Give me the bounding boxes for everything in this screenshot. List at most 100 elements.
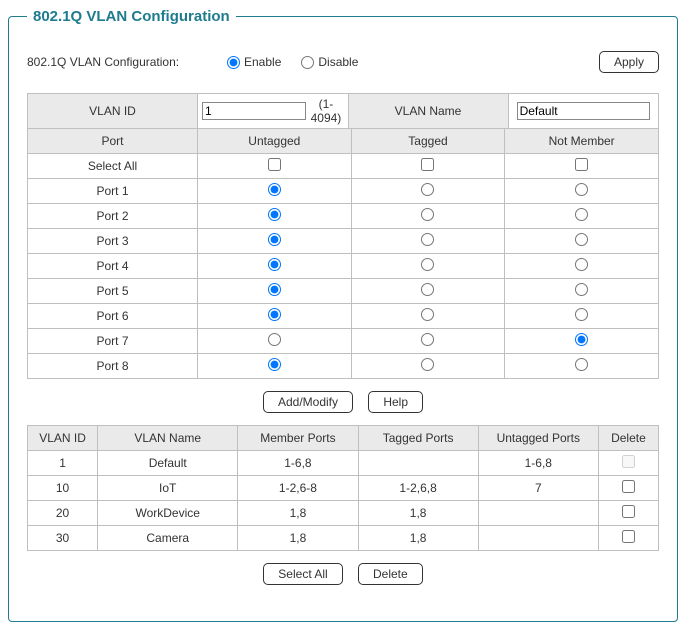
col-tagged: Tagged — [351, 129, 505, 154]
port-untagged-radio[interactable] — [268, 333, 281, 346]
port-row: Port 6 — [28, 304, 659, 329]
hdr-vlan-id: VLAN ID — [28, 94, 198, 129]
vlan-row-untagged — [478, 501, 598, 526]
col-list-tagged: Tagged Ports — [358, 426, 478, 451]
port-untagged-radio[interactable] — [268, 358, 281, 371]
port-name: Port 5 — [28, 279, 198, 304]
select-all-tagged[interactable] — [421, 158, 434, 171]
apply-button[interactable]: Apply — [599, 51, 659, 73]
port-untagged-radio[interactable] — [268, 183, 281, 196]
vlan-row-name: IoT — [98, 476, 238, 501]
col-list-untagged: Untagged Ports — [478, 426, 598, 451]
port-notmember-radio[interactable] — [575, 308, 588, 321]
vlan-config-fieldset: 802.1Q VLAN Configuration 802.1Q VLAN Co… — [8, 8, 678, 622]
col-untagged: Untagged — [198, 129, 352, 154]
port-tagged-radio[interactable] — [421, 283, 434, 296]
port-row: Port 2 — [28, 204, 659, 229]
port-name: Port 3 — [28, 229, 198, 254]
port-notmember-radio[interactable] — [575, 208, 588, 221]
enable-radio[interactable] — [227, 56, 240, 69]
port-notmember-radio[interactable] — [575, 358, 588, 371]
delete-button[interactable]: Delete — [358, 563, 423, 585]
port-row: Port 3 — [28, 229, 659, 254]
port-membership-table: Port Untagged Tagged Not Member Select A… — [27, 128, 659, 379]
port-tagged-radio[interactable] — [421, 208, 434, 221]
bottom-button-row: Select All Delete — [27, 563, 659, 585]
vlan-row-untagged — [478, 526, 598, 551]
cell-vlan-name — [508, 94, 659, 129]
port-untagged-radio[interactable] — [268, 283, 281, 296]
vlan-row-name: Default — [98, 451, 238, 476]
port-name: Port 8 — [28, 354, 198, 379]
enable-option[interactable]: Enable — [227, 55, 281, 69]
port-name: Port 7 — [28, 329, 198, 354]
disable-option[interactable]: Disable — [301, 55, 358, 69]
port-tagged-radio[interactable] — [421, 308, 434, 321]
port-untagged-radio[interactable] — [268, 208, 281, 221]
vlan-row-delete-checkbox[interactable] — [622, 505, 635, 518]
vlan-row-tagged — [358, 451, 478, 476]
vlan-row-name: Camera — [98, 526, 238, 551]
vlan-row-delete-checkbox[interactable] — [622, 480, 635, 493]
vlan-row-id: 20 — [28, 501, 98, 526]
select-all-button[interactable]: Select All — [263, 563, 342, 585]
disable-text: Disable — [318, 55, 358, 69]
port-tagged-radio[interactable] — [421, 233, 434, 246]
vlan-row: 1Default1-6,81-6,8 — [28, 451, 659, 476]
vlan-row-tagged: 1-2,6,8 — [358, 476, 478, 501]
hdr-vlan-name: VLAN Name — [348, 94, 508, 129]
vlan-row-member: 1-6,8 — [238, 451, 358, 476]
vlan-row-id: 10 — [28, 476, 98, 501]
port-untagged-radio[interactable] — [268, 308, 281, 321]
vlan-row-tagged: 1,8 — [358, 501, 478, 526]
select-all-row: Select All — [28, 154, 659, 179]
port-row: Port 4 — [28, 254, 659, 279]
col-list-name: VLAN Name — [98, 426, 238, 451]
col-list-delete: Delete — [598, 426, 658, 451]
vlan-row-name: WorkDevice — [98, 501, 238, 526]
vlan-row: 10IoT1-2,6-81-2,6,87 — [28, 476, 659, 501]
port-name: Port 4 — [28, 254, 198, 279]
vlan-row-tagged: 1,8 — [358, 526, 478, 551]
vlan-row-untagged: 7 — [478, 476, 598, 501]
port-notmember-radio[interactable] — [575, 233, 588, 246]
port-tagged-radio[interactable] — [421, 333, 434, 346]
col-port: Port — [28, 129, 198, 154]
vlan-name-input[interactable] — [517, 102, 650, 120]
vlan-row: 30Camera1,81,8 — [28, 526, 659, 551]
col-list-member: Member Ports — [238, 426, 358, 451]
port-untagged-radio[interactable] — [268, 233, 281, 246]
port-notmember-radio[interactable] — [575, 333, 588, 346]
port-notmember-radio[interactable] — [575, 183, 588, 196]
vlan-row-id: 1 — [28, 451, 98, 476]
add-modify-button[interactable]: Add/Modify — [263, 391, 353, 413]
port-untagged-radio[interactable] — [268, 258, 281, 271]
vlan-row: 20WorkDevice1,81,8 — [28, 501, 659, 526]
vlan-row-member: 1-2,6-8 — [238, 476, 358, 501]
port-row: Port 8 — [28, 354, 659, 379]
help-button[interactable]: Help — [368, 391, 423, 413]
port-name: Port 2 — [28, 204, 198, 229]
col-list-id: VLAN ID — [28, 426, 98, 451]
vlan-row-untagged: 1-6,8 — [478, 451, 598, 476]
enable-text: Enable — [244, 55, 281, 69]
port-name: Port 1 — [28, 179, 198, 204]
port-tagged-radio[interactable] — [421, 258, 434, 271]
vlan-id-hint: (1-4094) — [308, 97, 343, 125]
port-row: Port 5 — [28, 279, 659, 304]
select-all-notmember[interactable] — [575, 158, 588, 171]
vlan-row-delete-checkbox[interactable] — [622, 530, 635, 543]
config-label: 802.1Q VLAN Configuration: — [27, 55, 227, 69]
port-notmember-radio[interactable] — [575, 258, 588, 271]
port-tagged-radio[interactable] — [421, 183, 434, 196]
vlan-id-input[interactable] — [202, 102, 306, 120]
select-all-untagged[interactable] — [268, 158, 281, 171]
enable-row: 802.1Q VLAN Configuration: Enable Disabl… — [27, 51, 659, 73]
port-notmember-radio[interactable] — [575, 283, 588, 296]
vlan-row-id: 30 — [28, 526, 98, 551]
mid-button-row: Add/Modify Help — [27, 391, 659, 413]
select-all-label: Select All — [28, 154, 198, 179]
disable-radio[interactable] — [301, 56, 314, 69]
vlan-row-delete-checkbox — [622, 455, 635, 468]
port-tagged-radio[interactable] — [421, 358, 434, 371]
